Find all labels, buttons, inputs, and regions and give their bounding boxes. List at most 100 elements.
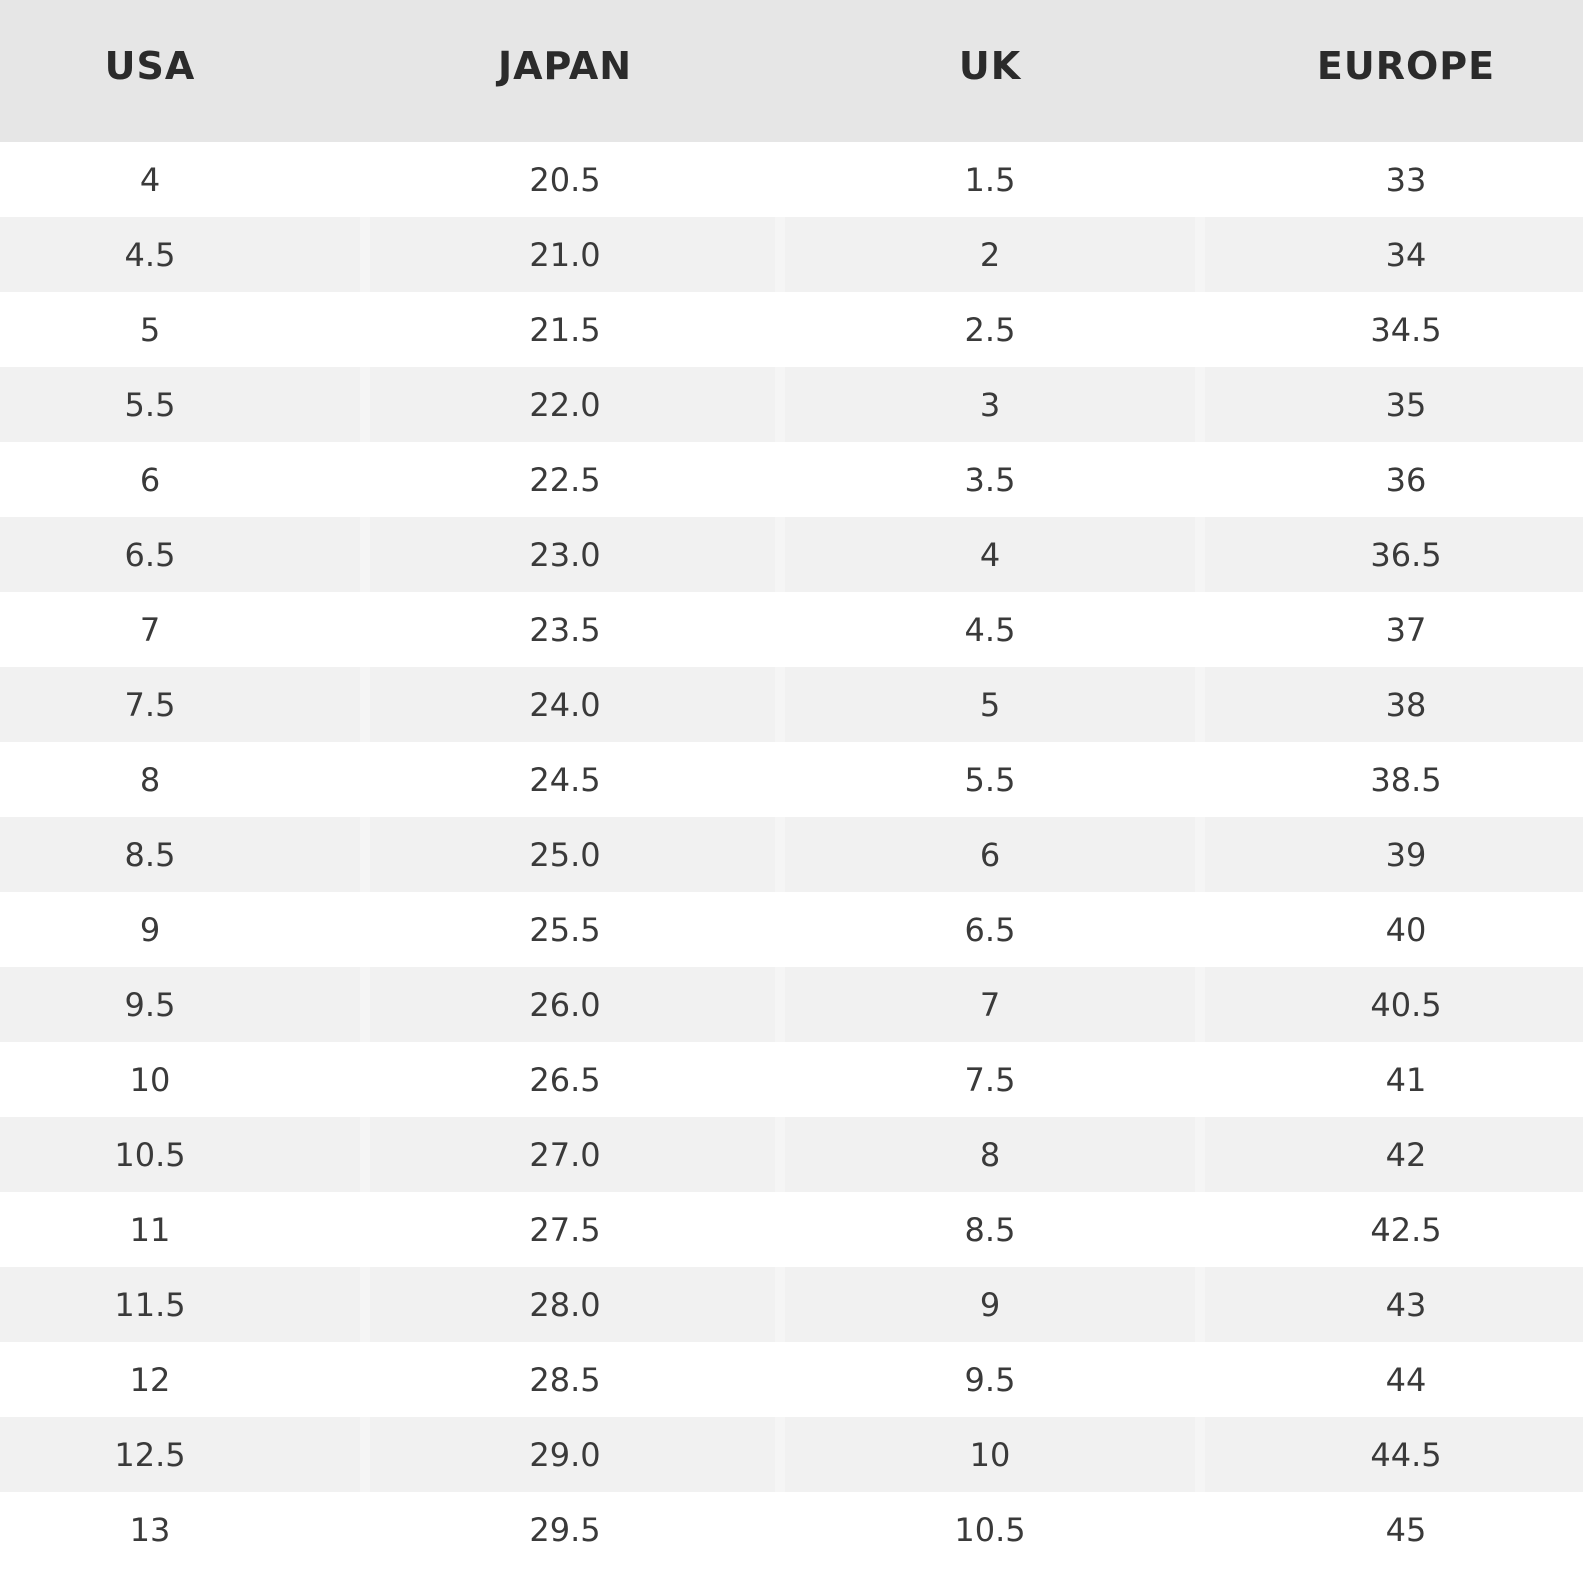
column-divider bbox=[775, 967, 785, 1042]
cell-japan: 20.5 bbox=[529, 160, 601, 199]
column-divider bbox=[1195, 1117, 1205, 1192]
table-row: 8.5 25.0 6 39 bbox=[0, 817, 1583, 892]
table-row: 13 29.5 10.5 45 bbox=[0, 1492, 1583, 1567]
column-header-uk: UK bbox=[958, 44, 1022, 88]
cell-uk: 6.5 bbox=[964, 910, 1016, 949]
column-divider bbox=[1195, 817, 1205, 892]
column-divider bbox=[360, 667, 370, 742]
cell-usa: 11 bbox=[129, 1210, 171, 1249]
cell-japan: 27.0 bbox=[529, 1135, 601, 1174]
cell-japan: 22.5 bbox=[529, 460, 601, 499]
table-row: 9.5 26.0 7 40.5 bbox=[0, 967, 1583, 1042]
cell-japan: 29.5 bbox=[529, 1510, 601, 1549]
cell-europe: 37 bbox=[1385, 610, 1427, 649]
cell-japan: 29.0 bbox=[529, 1435, 601, 1474]
cell-usa: 6.5 bbox=[124, 535, 176, 574]
cell-europe: 38 bbox=[1385, 685, 1427, 724]
cell-usa: 8 bbox=[139, 760, 161, 799]
cell-japan: 24.0 bbox=[529, 685, 601, 724]
table-row: 7 23.5 4.5 37 bbox=[0, 592, 1583, 667]
cell-usa: 4 bbox=[139, 160, 161, 199]
cell-usa: 5 bbox=[139, 310, 161, 349]
table-row: 7.5 24.0 5 38 bbox=[0, 667, 1583, 742]
cell-usa: 4.5 bbox=[124, 235, 176, 274]
column-divider bbox=[360, 1267, 370, 1342]
cell-uk: 2.5 bbox=[964, 310, 1016, 349]
cell-europe: 33 bbox=[1385, 160, 1427, 199]
cell-europe: 40.5 bbox=[1370, 985, 1442, 1024]
column-divider bbox=[1195, 967, 1205, 1042]
column-header-europe: EUROPE bbox=[1316, 44, 1496, 88]
table-row: 12 28.5 9.5 44 bbox=[0, 1342, 1583, 1417]
cell-europe: 34.5 bbox=[1370, 310, 1442, 349]
column-divider bbox=[775, 1267, 785, 1342]
column-divider bbox=[775, 367, 785, 442]
cell-japan: 26.5 bbox=[529, 1060, 601, 1099]
cell-usa: 7 bbox=[139, 610, 161, 649]
column-header-usa: USA bbox=[104, 44, 196, 88]
cell-europe: 36 bbox=[1385, 460, 1427, 499]
cell-usa: 9.5 bbox=[124, 985, 176, 1024]
table-row: 4.5 21.0 2 34 bbox=[0, 217, 1583, 292]
column-divider bbox=[775, 1117, 785, 1192]
column-divider bbox=[1195, 667, 1205, 742]
column-divider bbox=[360, 217, 370, 292]
cell-japan: 24.5 bbox=[529, 760, 601, 799]
cell-europe: 43 bbox=[1385, 1285, 1427, 1324]
cell-japan: 23.5 bbox=[529, 610, 601, 649]
cell-uk: 10.5 bbox=[954, 1510, 1026, 1549]
cell-usa: 12.5 bbox=[114, 1435, 186, 1474]
column-divider bbox=[360, 517, 370, 592]
cell-europe: 36.5 bbox=[1370, 535, 1442, 574]
cell-japan: 27.5 bbox=[529, 1210, 601, 1249]
column-divider bbox=[360, 967, 370, 1042]
table-row: 10.5 27.0 8 42 bbox=[0, 1117, 1583, 1192]
cell-uk: 5.5 bbox=[964, 760, 1016, 799]
table-row: 11.5 28.0 9 43 bbox=[0, 1267, 1583, 1342]
cell-europe: 38.5 bbox=[1370, 760, 1442, 799]
cell-uk: 6 bbox=[979, 835, 1001, 874]
cell-japan: 22.0 bbox=[529, 385, 601, 424]
column-divider bbox=[775, 667, 785, 742]
cell-usa: 10.5 bbox=[114, 1135, 186, 1174]
table-row: 10 26.5 7.5 41 bbox=[0, 1042, 1583, 1117]
cell-uk: 9.5 bbox=[964, 1360, 1016, 1399]
cell-japan: 28.5 bbox=[529, 1360, 601, 1399]
column-divider bbox=[775, 217, 785, 292]
column-divider bbox=[1195, 517, 1205, 592]
cell-uk: 2 bbox=[979, 235, 1001, 274]
cell-uk: 7 bbox=[979, 985, 1001, 1024]
column-divider bbox=[1195, 1417, 1205, 1492]
cell-uk: 4.5 bbox=[964, 610, 1016, 649]
cell-japan: 23.0 bbox=[529, 535, 601, 574]
table-row: 12.5 29.0 10 44.5 bbox=[0, 1417, 1583, 1492]
table-row: 6 22.5 3.5 36 bbox=[0, 442, 1583, 517]
table-row: 6.5 23.0 4 36.5 bbox=[0, 517, 1583, 592]
cell-japan: 21.0 bbox=[529, 235, 601, 274]
cell-japan: 25.5 bbox=[529, 910, 601, 949]
cell-uk: 4 bbox=[979, 535, 1001, 574]
table-row: 4 20.5 1.5 33 bbox=[0, 142, 1583, 217]
column-header-japan: JAPAN bbox=[497, 44, 633, 88]
cell-usa: 12 bbox=[129, 1360, 171, 1399]
cell-usa: 11.5 bbox=[114, 1285, 186, 1324]
cell-uk: 8.5 bbox=[964, 1210, 1016, 1249]
table-row: 9 25.5 6.5 40 bbox=[0, 892, 1583, 967]
column-divider bbox=[360, 1417, 370, 1492]
cell-uk: 7.5 bbox=[964, 1060, 1016, 1099]
cell-europe: 41 bbox=[1385, 1060, 1427, 1099]
column-divider bbox=[1195, 1267, 1205, 1342]
table-header-row: USA JAPAN UK EUROPE bbox=[0, 0, 1583, 142]
cell-europe: 40 bbox=[1385, 910, 1427, 949]
cell-usa: 8.5 bbox=[124, 835, 176, 874]
cell-usa: 5.5 bbox=[124, 385, 176, 424]
cell-usa: 7.5 bbox=[124, 685, 176, 724]
table-row: 5.5 22.0 3 35 bbox=[0, 367, 1583, 442]
cell-uk: 9 bbox=[979, 1285, 1001, 1324]
cell-uk: 5 bbox=[979, 685, 1001, 724]
column-divider bbox=[1195, 367, 1205, 442]
table-row: 11 27.5 8.5 42.5 bbox=[0, 1192, 1583, 1267]
column-divider bbox=[360, 1117, 370, 1192]
cell-usa: 13 bbox=[129, 1510, 171, 1549]
